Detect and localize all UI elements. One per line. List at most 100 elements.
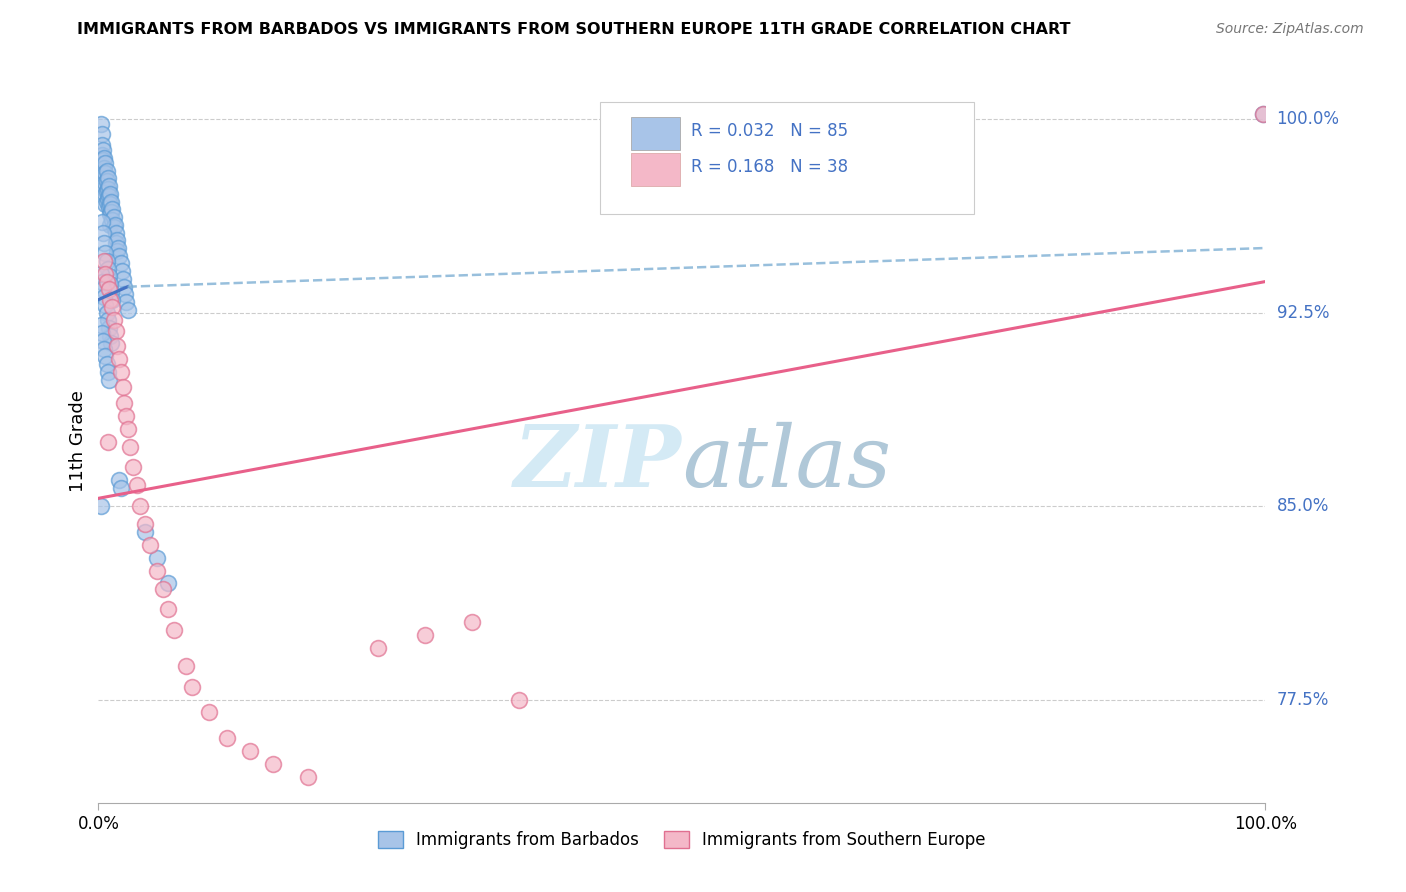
- Point: [97, 189, 120, 203]
- Point: [115, 409, 138, 423]
- Point: [93, 253, 115, 268]
- Point: [110, 256, 132, 270]
- Point: [180, 680, 202, 694]
- Point: [94, 166, 117, 180]
- Point: [97, 261, 120, 276]
- Point: [97, 269, 120, 284]
- Point: [97, 321, 120, 335]
- Point: [108, 249, 131, 263]
- Point: [98, 207, 121, 221]
- FancyBboxPatch shape: [630, 153, 679, 186]
- Point: [107, 241, 129, 255]
- Point: [91, 153, 114, 168]
- Point: [91, 334, 114, 348]
- Point: [111, 264, 134, 278]
- Point: [110, 365, 132, 379]
- Point: [98, 293, 121, 307]
- Point: [97, 282, 120, 296]
- Point: [1251, 107, 1274, 121]
- Y-axis label: 11th Grade: 11th Grade: [69, 391, 87, 492]
- Point: [112, 396, 135, 410]
- Point: [105, 244, 128, 258]
- Point: [90, 137, 112, 152]
- Point: [101, 212, 124, 227]
- Point: [129, 499, 152, 513]
- Point: [114, 287, 136, 301]
- Point: [174, 659, 197, 673]
- Point: [105, 233, 128, 247]
- Point: [112, 279, 135, 293]
- Point: [104, 226, 127, 240]
- Point: [146, 564, 169, 578]
- Point: [94, 197, 117, 211]
- Point: [297, 770, 319, 784]
- Point: [104, 235, 127, 250]
- Point: [93, 235, 115, 250]
- Point: [93, 342, 115, 356]
- Point: [96, 305, 118, 319]
- Point: [134, 517, 156, 532]
- Point: [163, 623, 186, 637]
- Point: [90, 275, 112, 289]
- Point: [98, 328, 121, 343]
- Point: [157, 576, 180, 591]
- Text: R = 0.168   N = 38: R = 0.168 N = 38: [692, 158, 848, 176]
- Point: [461, 615, 484, 630]
- Point: [96, 184, 118, 198]
- Point: [93, 171, 115, 186]
- Point: [91, 282, 114, 296]
- Point: [94, 246, 117, 260]
- Point: [117, 422, 139, 436]
- Point: [1251, 107, 1274, 121]
- Point: [105, 339, 128, 353]
- Point: [101, 301, 124, 315]
- Text: R = 0.032   N = 85: R = 0.032 N = 85: [692, 122, 848, 140]
- Point: [215, 731, 238, 746]
- Point: [111, 380, 134, 394]
- Text: atlas: atlas: [682, 422, 891, 505]
- Point: [97, 181, 120, 195]
- Point: [91, 163, 114, 178]
- Point: [96, 357, 118, 371]
- Point: [93, 181, 115, 195]
- Point: [93, 161, 115, 175]
- Point: [94, 156, 117, 170]
- Legend: Immigrants from Barbados, Immigrants from Southern Europe: Immigrants from Barbados, Immigrants fro…: [371, 824, 993, 856]
- Point: [94, 177, 117, 191]
- Point: [146, 550, 169, 565]
- Point: [98, 277, 121, 292]
- Point: [103, 210, 125, 224]
- Text: ZIP: ZIP: [515, 421, 682, 505]
- Point: [90, 318, 112, 333]
- Text: 77.5%: 77.5%: [1277, 690, 1329, 708]
- Point: [157, 602, 180, 616]
- Point: [103, 220, 125, 235]
- Point: [97, 434, 120, 449]
- Point: [93, 290, 115, 304]
- Point: [97, 179, 120, 194]
- Text: 100.0%: 100.0%: [1277, 110, 1340, 128]
- Point: [101, 293, 124, 307]
- Point: [90, 148, 112, 162]
- Point: [90, 117, 112, 131]
- FancyBboxPatch shape: [600, 102, 973, 214]
- Text: IMMIGRANTS FROM BARBADOS VS IMMIGRANTS FROM SOUTHERN EUROPE 11TH GRADE CORRELATI: IMMIGRANTS FROM BARBADOS VS IMMIGRANTS F…: [77, 22, 1071, 37]
- Point: [98, 218, 121, 232]
- Point: [96, 194, 118, 209]
- Point: [90, 215, 112, 229]
- Point: [97, 200, 120, 214]
- Point: [96, 174, 118, 188]
- Point: [94, 267, 117, 281]
- Point: [413, 628, 436, 642]
- Point: [122, 460, 145, 475]
- Point: [111, 272, 134, 286]
- Point: [90, 499, 112, 513]
- Text: Source: ZipAtlas.com: Source: ZipAtlas.com: [1216, 22, 1364, 37]
- Point: [108, 351, 131, 366]
- Point: [98, 197, 121, 211]
- Point: [90, 326, 112, 340]
- Point: [96, 253, 118, 268]
- Point: [100, 194, 122, 209]
- Text: 85.0%: 85.0%: [1277, 497, 1329, 515]
- Point: [367, 640, 389, 655]
